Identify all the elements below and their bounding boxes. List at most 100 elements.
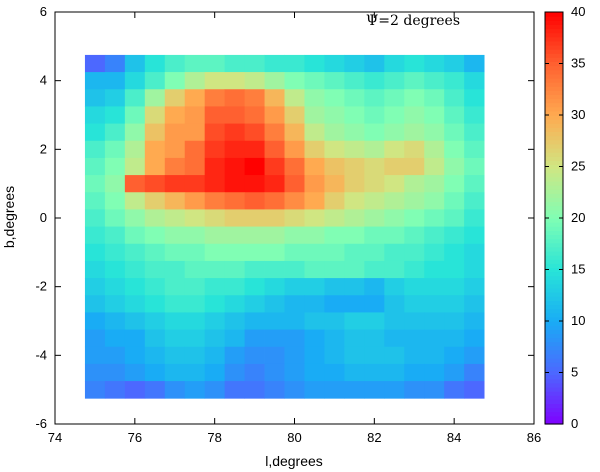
heatmap-cell — [364, 72, 385, 90]
heatmap-cell — [204, 312, 226, 330]
heatmap-cell — [284, 72, 305, 90]
heatmap-cell — [444, 226, 465, 245]
x-tick-label: 74 — [48, 430, 62, 445]
heatmap-cell — [204, 140, 226, 159]
colorbar-tick-label: 5 — [571, 365, 578, 380]
heatmap-cell — [224, 278, 246, 296]
heatmap-cell — [444, 363, 465, 382]
heatmap-cell — [104, 381, 126, 399]
heatmap-cell — [304, 140, 325, 159]
heatmap-cell — [384, 123, 405, 142]
heatmap-cell — [344, 243, 365, 262]
heatmap-cell — [424, 54, 445, 73]
colorbar-segment — [545, 419, 563, 425]
heatmap-cell — [464, 54, 485, 73]
heatmap-cell — [304, 175, 325, 193]
heatmap-cell — [144, 363, 166, 382]
heatmap-cell — [204, 89, 226, 107]
colorbar-segment — [545, 164, 563, 170]
heatmap-cell — [124, 381, 146, 399]
heatmap-cell — [424, 381, 445, 399]
colorbar-segment — [545, 230, 563, 236]
heatmap-cell — [464, 381, 485, 399]
heatmap-cell — [384, 226, 405, 245]
heatmap-cell — [304, 329, 325, 348]
heatmap-cell — [244, 175, 265, 193]
heatmap-cell — [124, 157, 146, 176]
heatmap-cell — [84, 209, 106, 227]
heatmap-cell — [104, 346, 126, 365]
colorbar-segment — [545, 238, 563, 244]
heatmap-cell — [444, 140, 465, 159]
heatmap-cell — [404, 363, 425, 382]
heatmap-cell — [184, 157, 206, 176]
heatmap-cell — [464, 209, 485, 227]
heatmap-cell — [324, 175, 345, 193]
heatmap-cell — [264, 140, 285, 159]
heatmap-cell — [404, 175, 425, 193]
heatmap-cell — [404, 123, 425, 142]
heatmap-cell — [164, 295, 186, 313]
heatmap-cell — [324, 381, 345, 399]
heatmap-cell — [184, 140, 206, 159]
colorbar-segment — [545, 77, 563, 83]
heatmap-cell — [264, 72, 285, 90]
heatmap-cell — [164, 226, 186, 245]
heatmap-cell — [344, 192, 365, 210]
x-tick-label: 76 — [128, 430, 142, 445]
heatmap-cell — [424, 295, 445, 313]
heatmap-cell — [244, 381, 265, 399]
heatmap-cell — [264, 278, 285, 296]
colorbar-tick-label: 10 — [571, 313, 585, 328]
heatmap-cell — [244, 140, 265, 159]
heatmap-cell — [124, 89, 146, 107]
heatmap-cell — [344, 123, 365, 142]
heatmap-cell — [244, 226, 265, 245]
heatmap-cell — [104, 72, 126, 90]
heatmap-cell — [264, 123, 285, 142]
heatmap-cell — [444, 123, 465, 142]
colorbar-segment — [545, 349, 563, 355]
heatmap-cell — [224, 192, 246, 210]
heatmap-cell — [364, 209, 385, 227]
heatmap-cell — [184, 278, 206, 296]
heatmap-cell — [364, 346, 385, 365]
heatmap-cell — [404, 140, 425, 159]
colorbar-segment — [545, 234, 563, 240]
heatmap-cell — [84, 260, 106, 279]
heatmap-cell — [184, 192, 206, 210]
heatmap-cell — [164, 106, 186, 124]
heatmap-cell — [244, 295, 265, 313]
colorbar-segment — [545, 395, 563, 400]
colorbar-segment — [545, 218, 563, 223]
heatmap-cell — [344, 363, 365, 382]
heatmap-cell — [384, 192, 405, 210]
colorbar-segment — [545, 53, 563, 58]
y-tick-label: -4 — [35, 347, 47, 362]
heatmap-cell — [444, 54, 465, 73]
heatmap-cell — [204, 278, 226, 296]
heatmap-cell — [224, 226, 246, 245]
heatmap-cell — [304, 312, 325, 330]
heatmap-cell — [304, 54, 325, 73]
heatmap-cell — [284, 381, 305, 399]
colorbar-segment — [545, 57, 563, 63]
colorbar-segment — [545, 102, 563, 108]
colorbar-segment — [545, 213, 563, 219]
colorbar-segment — [545, 362, 563, 367]
heatmap-cell — [224, 175, 246, 193]
heatmap-cell — [424, 106, 445, 124]
heatmap-cell — [144, 278, 166, 296]
colorbar-segment — [545, 82, 563, 87]
heatmap-cell — [364, 106, 385, 124]
colorbar-segment — [545, 98, 563, 104]
colorbar-segment — [545, 382, 563, 388]
heatmap-cell — [304, 89, 325, 107]
heatmap-cell — [184, 381, 206, 399]
colorbar-segment — [545, 135, 563, 141]
heatmap-cell — [444, 295, 465, 313]
heatmap-cell — [124, 226, 146, 245]
heatmap-cell — [364, 192, 385, 210]
colorbar-segment — [545, 94, 563, 100]
